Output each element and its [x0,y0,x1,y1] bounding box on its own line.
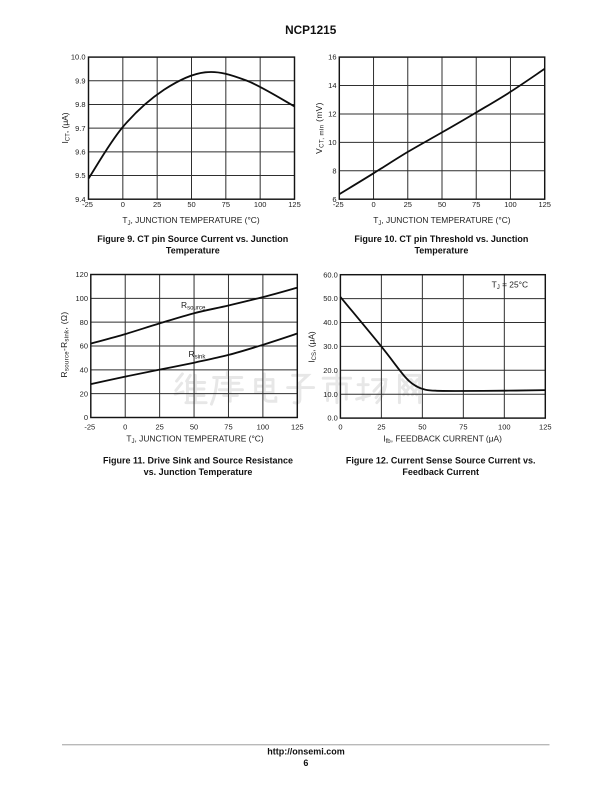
svg-text:Rsource​-Rsink​, (Ω): Rsource​-Rsink​, (Ω) [59,312,71,378]
svg-text:Figure 9. CT pin Source Curren: Figure 9. CT pin Source Current vs. Junc… [97,234,288,244]
svg-text:100: 100 [504,200,517,209]
svg-text:10.0: 10.0 [323,390,338,399]
svg-text:TJ​, JUNCTION TEMPERATURE (°C): TJ​, JUNCTION TEMPERATURE (°C) [122,215,260,227]
svg-text:75: 75 [224,423,232,432]
svg-text:125: 125 [538,200,551,209]
svg-text:100: 100 [254,200,267,209]
svg-text:TJ​ = 25°C: TJ​ = 25°C [492,280,528,292]
svg-text:Rsource​: Rsource​ [181,300,206,312]
svg-text:TJ​, JUNCTION TEMPERATURE (°C): TJ​, JUNCTION TEMPERATURE (°C) [373,215,511,227]
svg-text:9.4: 9.4 [75,195,85,204]
svg-text:120: 120 [75,270,88,279]
svg-text:60.0: 60.0 [323,270,338,279]
svg-text:50: 50 [438,200,446,209]
svg-text:75: 75 [222,200,230,209]
svg-text:9.8: 9.8 [75,100,85,109]
svg-text:20.0: 20.0 [323,366,338,375]
svg-text:NCP1215: NCP1215 [285,23,337,37]
svg-text:0: 0 [121,200,125,209]
svg-text:30.0: 30.0 [323,342,338,351]
svg-text:75: 75 [472,200,480,209]
svg-text:40: 40 [80,365,88,374]
svg-text:25: 25 [404,200,412,209]
svg-text:50: 50 [190,423,198,432]
svg-text:100: 100 [257,423,270,432]
svg-text:125: 125 [539,423,552,432]
svg-text:75: 75 [459,423,467,432]
svg-text:12: 12 [328,110,336,119]
svg-text:Temperature: Temperature [166,246,220,256]
svg-text:9.9: 9.9 [75,76,85,85]
svg-text:100: 100 [75,294,88,303]
svg-text:TJ​, JUNCTION TEMPERATURE (°C): TJ​, JUNCTION TEMPERATURE (°C) [126,433,264,445]
svg-text:16: 16 [328,53,336,62]
svg-text:-25: -25 [82,200,93,209]
svg-text:8: 8 [332,166,336,175]
svg-text:80: 80 [80,318,88,327]
svg-text:Rsink​: Rsink​ [189,349,207,361]
svg-text:0: 0 [84,413,88,422]
svg-text:50: 50 [418,423,426,432]
svg-text:ICT​, (μA): ICT​, (μA) [60,112,72,143]
svg-text:40.0: 40.0 [323,318,338,327]
svg-text:50: 50 [187,200,195,209]
svg-text:0: 0 [338,423,342,432]
svg-text:Figure 12. Current Sense Sourc: Figure 12. Current Sense Source Current … [346,456,536,466]
svg-text:-25: -25 [84,423,95,432]
svg-text:Ifb​, FEEDBACK CURRENT (μA): Ifb​, FEEDBACK CURRENT (μA) [383,433,502,445]
svg-text:125: 125 [288,200,301,209]
svg-text:Figure 11. Drive Sink and Sour: Figure 11. Drive Sink and Source Resista… [103,456,293,466]
svg-text:vs. Junction Temperature: vs. Junction Temperature [144,467,253,477]
svg-text:25: 25 [153,200,161,209]
svg-text:50.0: 50.0 [323,294,338,303]
svg-text:9.5: 9.5 [75,171,85,180]
svg-text:6: 6 [303,758,308,768]
svg-text:0.0: 0.0 [327,414,337,423]
svg-text:Figure 10. CT pin Threshold vs: Figure 10. CT pin Threshold vs. Junction [354,234,528,244]
svg-text:9.7: 9.7 [75,124,85,133]
svg-text:9.6: 9.6 [75,147,85,156]
svg-text:20: 20 [80,389,88,398]
svg-text:125: 125 [291,423,304,432]
svg-text:60: 60 [80,342,88,351]
svg-text:14: 14 [328,81,336,90]
svg-text:VCT, min​ (mV): VCT, min​ (mV) [314,102,326,154]
svg-text:25: 25 [155,423,163,432]
svg-text:100: 100 [498,423,511,432]
svg-text:10: 10 [328,138,336,147]
svg-text:25: 25 [377,423,385,432]
svg-text:6: 6 [332,195,336,204]
svg-text:http://onsemi.com: http://onsemi.com [267,747,345,757]
svg-text:-25: -25 [333,200,344,209]
svg-text:Feedback Current: Feedback Current [402,467,479,477]
svg-text:Temperature: Temperature [414,246,468,256]
svg-text:0: 0 [123,423,127,432]
svg-text:ICS​, (μA): ICS​, (μA) [307,331,319,363]
svg-text:10.0: 10.0 [71,53,86,62]
svg-text:0: 0 [371,200,375,209]
